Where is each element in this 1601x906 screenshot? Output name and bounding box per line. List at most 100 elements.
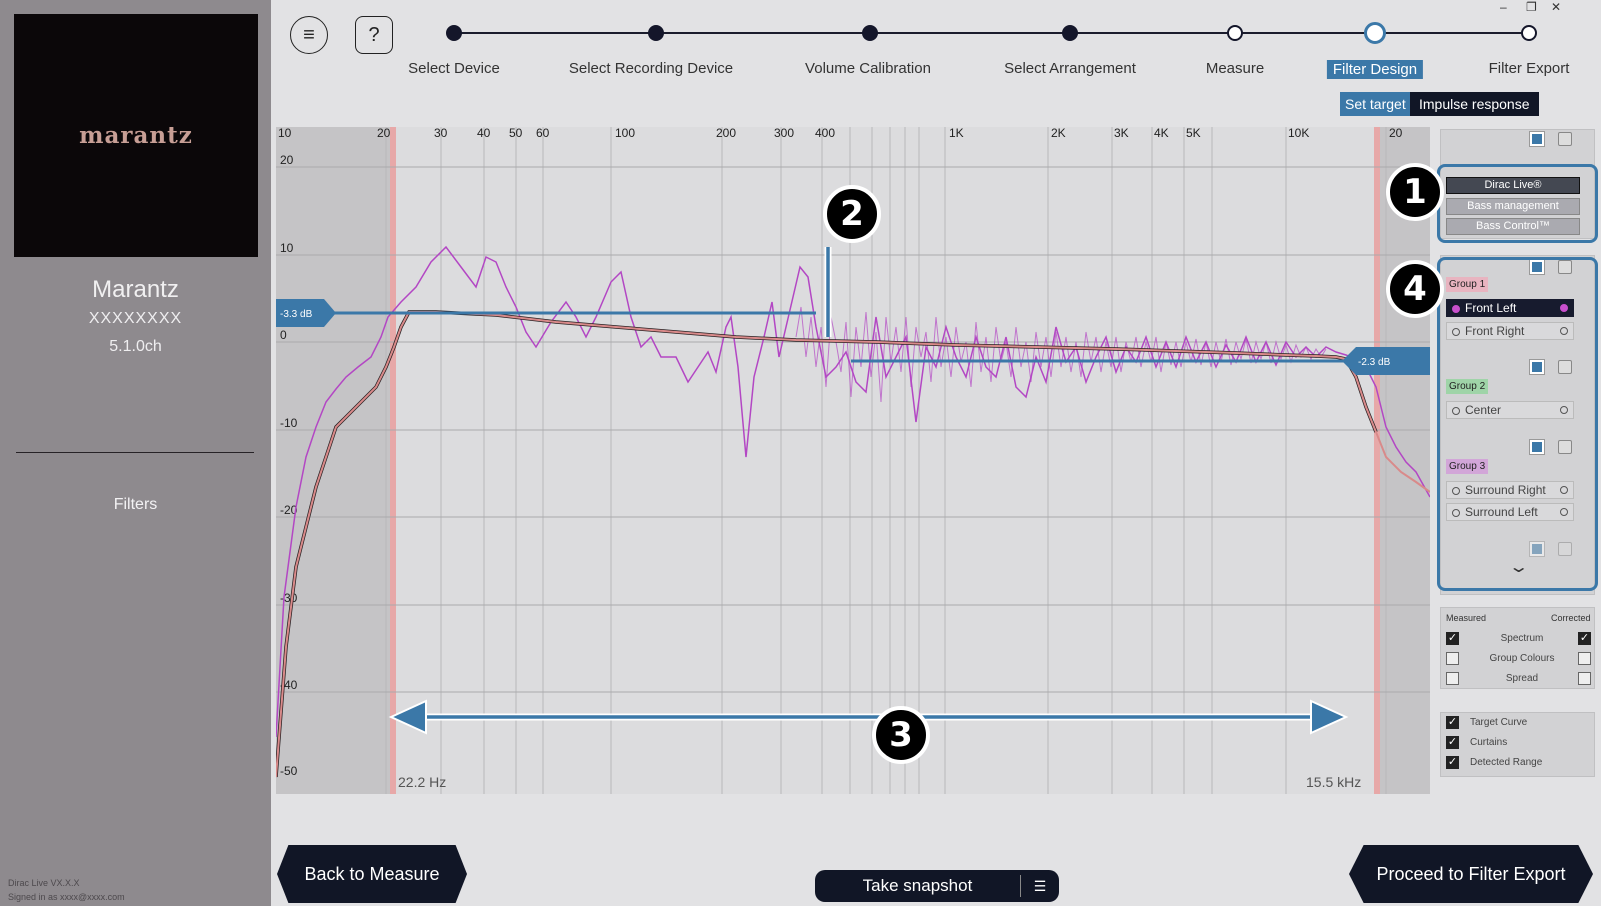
take-snapshot-button[interactable]: Take snapshot ☰ xyxy=(815,870,1059,902)
sidebar-item-filters[interactable]: Filters xyxy=(113,496,158,513)
y-tick-label: -30 xyxy=(280,591,298,605)
version-text: Dirac Live VX.X.X xyxy=(8,878,80,888)
spread-corrected-checkbox[interactable] xyxy=(1578,672,1591,685)
group-3-layout-icon[interactable] xyxy=(1529,439,1545,455)
callout-4: 4 xyxy=(1386,260,1444,318)
help-button[interactable]: ? xyxy=(355,16,393,54)
step-dot-measure[interactable] xyxy=(1227,25,1243,41)
target-curve-checkbox[interactable]: ✓ xyxy=(1446,716,1459,729)
mode-bass-management[interactable]: Bass management xyxy=(1446,198,1580,215)
group-4-layout-icon[interactable] xyxy=(1529,541,1545,557)
step-label-select-device[interactable]: Select Device xyxy=(408,60,500,77)
low-curtain-handle[interactable] xyxy=(390,127,396,794)
step-label-filter-design[interactable]: Filter Design xyxy=(1326,60,1424,79)
step-dot-volume-calibration[interactable] xyxy=(862,25,878,41)
step-dot-filter-design[interactable] xyxy=(1364,22,1386,44)
group-3-snapshot-icon[interactable] xyxy=(1558,440,1572,454)
group-colours-label: Group Colours xyxy=(1489,653,1555,664)
group-1-snapshot-icon[interactable] xyxy=(1558,260,1572,274)
vertical-grid xyxy=(385,127,1387,794)
step-dot-select-device[interactable] xyxy=(446,25,462,41)
step-label-measure[interactable]: Measure xyxy=(1205,60,1265,77)
channel-dot-icon xyxy=(1560,508,1568,516)
tab-impulse-response[interactable]: Impulse response xyxy=(1410,92,1539,116)
high-curtain-handle[interactable] xyxy=(1374,127,1380,794)
back-to-measure-button[interactable]: Back to Measure xyxy=(277,845,467,903)
x-tick-label: 5K xyxy=(1186,127,1201,140)
x-tick-label: 2K xyxy=(1051,127,1066,140)
spread-measured-checkbox[interactable] xyxy=(1446,672,1459,685)
device-name: Marantz xyxy=(92,276,179,303)
x-axis-ticks: 10 20 30 40 50 60 100 200 300 400 1K 2K … xyxy=(278,127,1403,140)
y-tick-label: 10 xyxy=(280,241,294,255)
snapshot-icon[interactable] xyxy=(1558,132,1572,146)
channel-front-left[interactable]: Front Left xyxy=(1446,299,1574,317)
x-tick-label: 60 xyxy=(536,127,550,140)
extras-box xyxy=(1440,712,1595,777)
spread-label: Spread xyxy=(1505,673,1539,684)
device-logo: marantz xyxy=(14,14,258,257)
spectrum-corrected-checkbox[interactable]: ✓ xyxy=(1578,632,1591,645)
step-dot-select-arrangement[interactable] xyxy=(1062,25,1078,41)
device-model: XXXXXXXX xyxy=(88,310,183,327)
snapshot-list-icon[interactable]: ☰ xyxy=(1033,877,1047,894)
chevron-down-icon[interactable]: ⌄ xyxy=(1507,559,1530,576)
right-level-handle[interactable] xyxy=(1342,347,1430,375)
group-colours-measured-checkbox[interactable] xyxy=(1446,652,1459,665)
low-curtain[interactable] xyxy=(276,127,393,794)
step-label-volume-calibration[interactable]: Volume Calibration xyxy=(805,60,931,77)
spectrum-measured-checkbox[interactable]: ✓ xyxy=(1446,632,1459,645)
group-4-snapshot-icon[interactable] xyxy=(1558,542,1572,556)
close-button[interactable]: ✕ xyxy=(1551,0,1562,14)
measured-response-fine-curve xyxy=(795,306,1327,403)
group-1-layout-icon[interactable] xyxy=(1529,259,1545,275)
left-level-value: -3.3 dB xyxy=(280,309,313,320)
y-tick-label: 0 xyxy=(280,328,287,342)
low-limit-label: 22.2 Hz xyxy=(398,774,446,790)
measured-response-curve xyxy=(276,245,1430,738)
hamburger-icon: ≡ xyxy=(303,23,315,46)
group-2-snapshot-icon[interactable] xyxy=(1558,360,1572,374)
layout-icon[interactable] xyxy=(1529,131,1545,147)
y-tick-label: 20 xyxy=(280,153,294,167)
channel-front-right[interactable]: Front Right xyxy=(1446,322,1574,340)
signed-in-text: Signed in as xxxx@xxxx.com xyxy=(8,892,125,902)
frequency-response-graph[interactable]: 10 20 30 40 50 60 100 200 300 400 1K 2K … xyxy=(276,127,1430,794)
channel-label: Surround Right xyxy=(1465,483,1546,497)
group-colours-corrected-checkbox[interactable] xyxy=(1578,652,1591,665)
restore-button[interactable]: ❐ xyxy=(1526,0,1537,14)
channel-dot-icon xyxy=(1452,508,1460,517)
high-curtain[interactable] xyxy=(1376,127,1430,794)
right-panel: Dirac Live® Bass management Bass Control… xyxy=(1432,127,1601,794)
x-tick-label: 100 xyxy=(615,127,635,140)
minimize-button[interactable]: – xyxy=(1500,0,1507,14)
question-icon: ? xyxy=(368,23,380,46)
measured-header: Measured xyxy=(1446,613,1487,623)
step-dot-filter-export[interactable] xyxy=(1521,25,1537,41)
step-label-select-arrangement[interactable]: Select Arrangement xyxy=(1004,60,1136,77)
curtains-checkbox[interactable]: ✓ xyxy=(1446,736,1459,749)
channel-surround-right[interactable]: Surround Right xyxy=(1446,481,1574,499)
mode-dirac-live[interactable]: Dirac Live® xyxy=(1446,177,1580,194)
group-2-tag: Group 2 xyxy=(1446,379,1489,394)
step-dot-select-recording-device[interactable] xyxy=(648,25,664,41)
channel-dot-icon xyxy=(1560,327,1568,335)
step-label-filter-export[interactable]: Filter Export xyxy=(1488,60,1570,77)
channel-center[interactable]: Center xyxy=(1446,401,1574,419)
modes-highlight xyxy=(1437,164,1598,243)
x-tick-label: 300 xyxy=(774,127,794,140)
step-label-select-recording-device[interactable]: Select Recording Device xyxy=(568,60,734,77)
menu-button[interactable]: ≡ xyxy=(290,16,328,54)
y-tick-label: -50 xyxy=(280,764,298,778)
proceed-to-filter-export-button[interactable]: Proceed to Filter Export xyxy=(1349,845,1593,903)
target-curve[interactable] xyxy=(276,311,1430,778)
mode-bass-control[interactable]: Bass Control™ xyxy=(1446,218,1580,235)
detected-range-checkbox[interactable]: ✓ xyxy=(1446,756,1459,769)
group-3-tag: Group 3 xyxy=(1446,459,1489,474)
group-2-layout-icon[interactable] xyxy=(1529,359,1545,375)
channel-surround-left[interactable]: Surround Left xyxy=(1446,503,1574,521)
channel-label: Front Right xyxy=(1465,324,1525,338)
sidebar: marantz Marantz XXXXXXXX 5.1.0ch Filters… xyxy=(0,0,271,906)
tab-set-target[interactable]: Set target xyxy=(1340,92,1411,116)
left-level-handle[interactable] xyxy=(276,299,336,327)
